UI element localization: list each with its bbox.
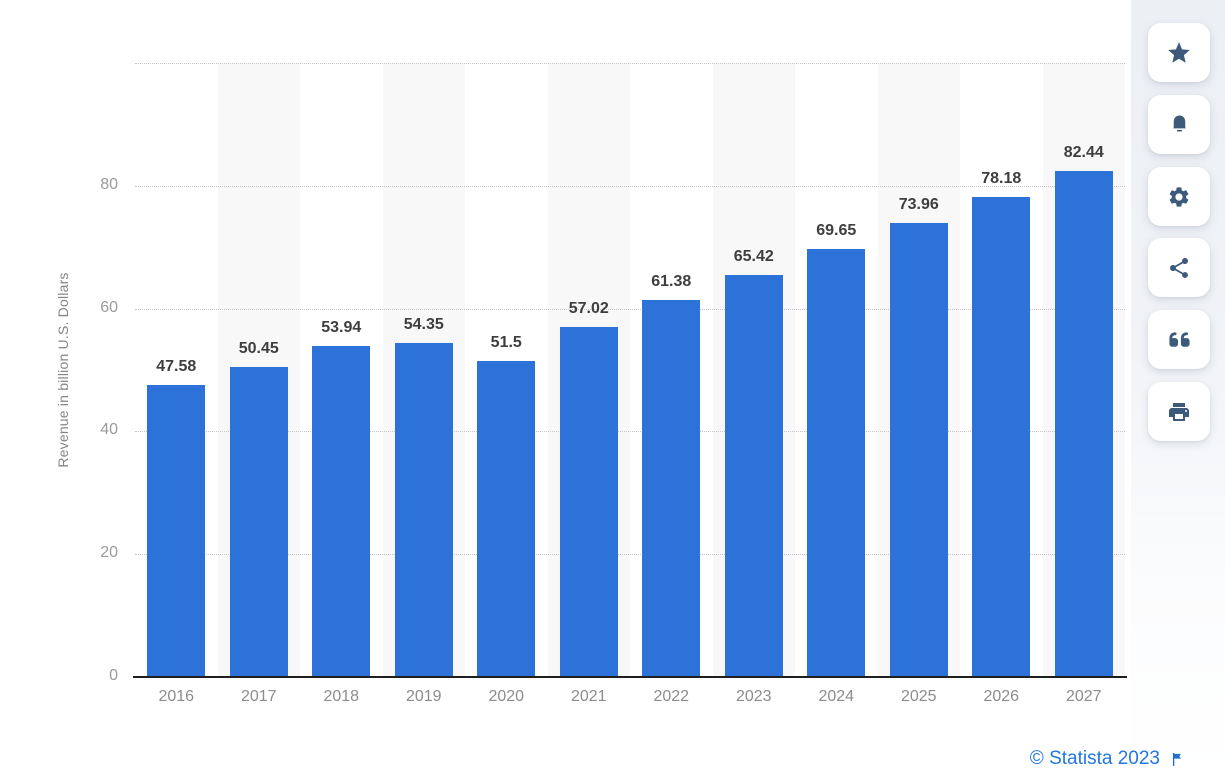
gridline-80 bbox=[135, 185, 1125, 187]
print-icon bbox=[1169, 402, 1189, 421]
bar-2018[interactable] bbox=[312, 345, 371, 677]
bell-icon bbox=[1172, 115, 1186, 132]
value-label-2026: 78.18 bbox=[981, 169, 1022, 187]
bar-2021[interactable] bbox=[559, 326, 618, 677]
bar-2026[interactable] bbox=[972, 196, 1031, 677]
gridline-60 bbox=[135, 308, 1125, 310]
x-tick-2026: 2026 bbox=[983, 688, 1020, 705]
star-icon bbox=[1168, 41, 1190, 63]
print-button[interactable] bbox=[1148, 382, 1210, 441]
y-tick-20: 20 bbox=[100, 544, 118, 562]
value-label-2027: 82.44 bbox=[1063, 143, 1104, 161]
value-label-2020: 51.5 bbox=[490, 333, 522, 351]
x-tick-2018: 2018 bbox=[323, 688, 360, 705]
gridline-20 bbox=[135, 554, 1125, 556]
bar-2019[interactable] bbox=[394, 343, 453, 677]
value-label-2024: 69.65 bbox=[816, 222, 857, 240]
x-axis-line bbox=[133, 676, 1127, 678]
value-label-2021: 57.02 bbox=[568, 299, 609, 317]
share-button[interactable] bbox=[1148, 238, 1210, 297]
x-tick-2024: 2024 bbox=[818, 688, 855, 705]
bar-2027[interactable] bbox=[1054, 170, 1113, 677]
value-label-2025: 73.96 bbox=[898, 195, 939, 213]
statista-copyright-link[interactable]: © Statista 2023 bbox=[1029, 748, 1160, 769]
y-tick-60: 60 bbox=[100, 298, 118, 316]
chart-footer: © Statista 2023 bbox=[1030, 748, 1186, 770]
cite-button[interactable] bbox=[1148, 310, 1210, 369]
gear-icon bbox=[1169, 186, 1189, 207]
bar-2022[interactable] bbox=[642, 300, 701, 677]
value-label-2016: 47.58 bbox=[156, 357, 197, 375]
share-icon bbox=[1170, 257, 1188, 278]
toolbar-sidebar bbox=[1131, 0, 1225, 779]
gridline-100 bbox=[135, 63, 1125, 64]
x-tick-2025: 2025 bbox=[900, 688, 937, 705]
bar-2016[interactable] bbox=[147, 384, 206, 677]
bar-2023[interactable] bbox=[724, 275, 783, 677]
gridline-40 bbox=[135, 431, 1125, 433]
x-tick-2022: 2022 bbox=[653, 688, 690, 705]
y-tick-0: 0 bbox=[109, 667, 118, 684]
value-label-2018: 53.94 bbox=[321, 318, 362, 336]
x-tick-2023: 2023 bbox=[735, 688, 772, 705]
bar-2025[interactable] bbox=[889, 222, 948, 677]
flag-icon bbox=[1172, 752, 1181, 766]
bar-2024[interactable] bbox=[807, 249, 866, 677]
y-tick-80: 80 bbox=[100, 175, 118, 193]
y-tick-40: 40 bbox=[100, 421, 118, 439]
favorite-button[interactable] bbox=[1148, 23, 1210, 82]
x-tick-2017: 2017 bbox=[240, 688, 277, 705]
x-tick-2019: 2019 bbox=[405, 688, 442, 705]
value-label-2022: 61.38 bbox=[651, 273, 692, 291]
value-label-2017: 50.45 bbox=[238, 340, 279, 358]
bar-2017[interactable] bbox=[229, 367, 288, 677]
x-tick-2021: 2021 bbox=[570, 688, 607, 705]
bar-2020[interactable] bbox=[477, 360, 536, 677]
y-axis-title: Revenue in billion U.S. Dollars bbox=[55, 272, 71, 468]
value-label-2019: 54.35 bbox=[403, 316, 444, 334]
settings-button[interactable] bbox=[1148, 167, 1210, 226]
x-tick-2020: 2020 bbox=[488, 688, 525, 705]
value-label-2023: 65.42 bbox=[733, 248, 774, 266]
x-tick-2016: 2016 bbox=[158, 688, 195, 705]
alerts-button[interactable] bbox=[1148, 95, 1210, 154]
quote-icon bbox=[1168, 332, 1190, 347]
report-flag-icon[interactable] bbox=[1169, 750, 1186, 769]
x-tick-2027: 2027 bbox=[1065, 688, 1102, 705]
